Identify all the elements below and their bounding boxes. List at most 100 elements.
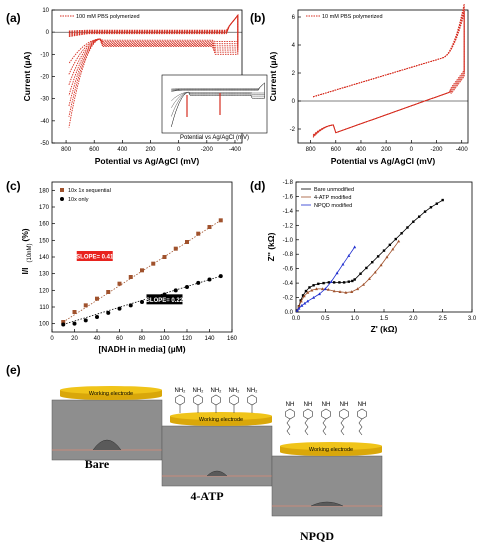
point-2-12 — [353, 245, 357, 249]
panel-label-c: (c) — [6, 179, 21, 193]
x-axis-label: Potential vs Ag/AgCl (mV) — [95, 156, 200, 166]
x-tick-label: 400 — [117, 147, 128, 153]
point-0-4 — [106, 290, 111, 294]
point-1-2 — [83, 318, 88, 323]
amine-label: NH₂ — [175, 388, 187, 394]
x-tick-label: -200 — [431, 147, 444, 153]
y-tick-label: 160 — [39, 222, 50, 228]
point-2-11 — [347, 254, 351, 257]
chart-b: 800 600 400 200 0 -200 -400 6 4 2 0 -2 10 mM PBS pol… — [268, 3, 469, 166]
y-axis-label: I/I — [20, 267, 30, 274]
inset-frame — [161, 74, 268, 134]
point-1-14 — [361, 282, 365, 286]
piperazine-ring-icon — [321, 408, 331, 420]
point-0-16 — [359, 272, 362, 275]
cv-cycle-3 — [68, 13, 239, 96]
electrode-label: Working electrode — [199, 417, 243, 423]
y-tick-label: 180 — [39, 188, 50, 194]
point-1-15 — [367, 277, 371, 280]
electrode-top — [170, 412, 272, 420]
point-2-5 — [312, 295, 316, 299]
chart-a: 800 600 400 200 0 -200 -400 10 0 -10 -20 -30 -40 -50 1… — [22, 8, 268, 166]
point-2-2 — [300, 303, 304, 307]
schematic-block-2: Working electrode NH NH NH NH NH NPQD — [271, 402, 383, 543]
point-0-12 — [196, 231, 201, 236]
y-tick-label: 120 — [39, 288, 50, 294]
slope-text-1: SLOPE= 0.22 — [146, 298, 184, 304]
x-tick-label: 0.0 — [292, 316, 301, 322]
y-tick-label: 6 — [292, 15, 296, 21]
water-droplet — [206, 470, 228, 477]
point-2-0 — [295, 308, 299, 312]
y-axis-label: Current (µA) — [268, 51, 278, 101]
y-tick-label: 0 — [46, 30, 50, 36]
x-tick-label: 0 — [50, 336, 54, 342]
schematic-block-0: Working electrode Bare — [51, 386, 163, 471]
cv-cycle-0 — [312, 3, 465, 138]
y-tick-label: -50 — [40, 141, 49, 147]
x-axis-label: [NADH in media] (µM) — [98, 344, 185, 354]
point-1-2 — [299, 299, 303, 303]
point-1-10 — [338, 290, 342, 293]
panel-label-e: (e) — [6, 363, 21, 377]
x-tick-label: 20 — [71, 336, 78, 342]
x-tick-label: 1.0 — [350, 316, 359, 322]
point-2-3 — [303, 301, 307, 305]
contact-angle-photo — [161, 425, 273, 487]
point-0-11 — [338, 281, 341, 284]
point-0-6 — [312, 284, 315, 287]
panel-label-a: (a) — [6, 11, 21, 25]
x-tick-label: 140 — [204, 336, 215, 342]
point-0-2 — [299, 299, 302, 302]
point-2-4 — [306, 299, 310, 303]
point-1-1 — [297, 304, 301, 308]
caption-0: Bare — [85, 457, 110, 471]
point-0-8 — [151, 261, 156, 266]
point-0-12 — [342, 281, 346, 284]
y-tick-label: 150 — [39, 238, 50, 244]
legend-marker-1 — [60, 197, 64, 201]
y-tick-label: -1.6 — [283, 194, 294, 200]
y-tick-label: 4 — [292, 43, 296, 49]
y-tick-label: -1.4 — [283, 209, 294, 215]
x-tick-label: 0 — [410, 147, 414, 153]
y-tick-label: -0.6 — [283, 267, 294, 273]
point-2-9 — [335, 271, 339, 275]
legend-label-1: 4-ATP modified — [314, 195, 351, 201]
y-tick-label: 140 — [39, 255, 50, 261]
y-tick-label: -10 — [40, 52, 49, 58]
electrode-label: Working electrode — [309, 447, 353, 453]
caption-2: NPQD — [300, 529, 334, 543]
slope-text-0: SLOPE= 0.41 — [76, 255, 114, 261]
y-tick-label: 0.0 — [285, 310, 294, 316]
y-axis-label-group: I/I (10nM) (%) — [20, 228, 33, 274]
point-0-10 — [332, 281, 336, 284]
point-0-13 — [347, 280, 350, 283]
point-0-18 — [371, 260, 374, 264]
contact-angle-photo — [51, 399, 163, 461]
amine-label: NH₂ — [247, 388, 259, 394]
point-0-19 — [376, 255, 380, 258]
point-1-6 — [315, 287, 319, 291]
point-0-23 — [400, 232, 403, 235]
x-tick-label: 60 — [116, 336, 123, 342]
legend-label-1: 10x only — [68, 197, 89, 203]
piperazine-ring-icon — [339, 408, 349, 420]
panel-label-b: (b) — [250, 11, 265, 25]
water-droplet — [310, 501, 344, 507]
cv-cycle-4 — [312, 13, 465, 136]
x-axis-label: Potential vs Ag/AgCl (mV) — [331, 156, 436, 166]
alkyl-chain — [322, 418, 327, 436]
y-tick-label: -30 — [40, 97, 49, 103]
point-1-11 — [344, 290, 348, 294]
point-0-4 — [304, 289, 308, 293]
electrode-top — [60, 386, 162, 394]
point-0-30 — [441, 198, 444, 202]
alkyl-chain — [358, 418, 363, 436]
point-0-7 — [317, 282, 320, 286]
point-2-6 — [317, 292, 321, 296]
point-1-1 — [72, 321, 77, 326]
point-1-17 — [379, 263, 383, 267]
y-axis-label: Z'' (kΩ) — [266, 232, 276, 261]
